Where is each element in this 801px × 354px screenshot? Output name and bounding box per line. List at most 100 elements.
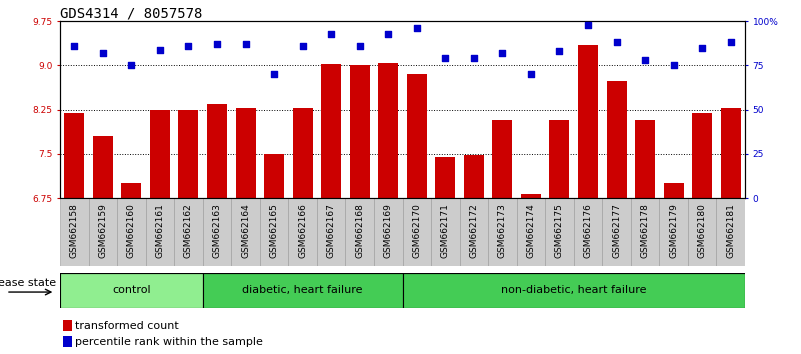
- Bar: [231, 198, 260, 266]
- Bar: [60, 273, 203, 308]
- Bar: [288, 198, 317, 266]
- Text: GSM662165: GSM662165: [270, 204, 279, 258]
- Bar: [292, 108, 312, 198]
- Point: [182, 43, 195, 49]
- Bar: [517, 198, 545, 266]
- Text: GSM662177: GSM662177: [612, 204, 621, 258]
- Bar: [122, 183, 142, 198]
- Point: [353, 43, 366, 49]
- Point: [68, 43, 81, 49]
- Bar: [721, 108, 741, 198]
- Text: transformed count: transformed count: [75, 321, 179, 331]
- Text: GSM662167: GSM662167: [327, 204, 336, 258]
- Bar: [207, 104, 227, 198]
- Bar: [578, 45, 598, 198]
- Text: GSM662178: GSM662178: [641, 204, 650, 258]
- Point: [410, 25, 423, 31]
- Text: GDS4314 / 8057578: GDS4314 / 8057578: [60, 6, 203, 20]
- Bar: [374, 198, 402, 266]
- Bar: [663, 183, 683, 198]
- Point: [582, 22, 594, 28]
- Bar: [407, 74, 427, 198]
- Bar: [203, 198, 231, 266]
- Bar: [117, 198, 146, 266]
- Bar: [692, 113, 712, 198]
- Text: GSM662166: GSM662166: [298, 204, 307, 258]
- Text: GSM662172: GSM662172: [469, 204, 478, 258]
- Text: percentile rank within the sample: percentile rank within the sample: [75, 337, 264, 347]
- Text: GSM662175: GSM662175: [555, 204, 564, 258]
- Bar: [435, 157, 455, 198]
- Text: diabetic, heart failure: diabetic, heart failure: [243, 285, 363, 295]
- Bar: [146, 198, 175, 266]
- Text: GSM662162: GSM662162: [184, 204, 193, 258]
- Bar: [93, 136, 113, 198]
- Bar: [64, 113, 84, 198]
- Text: GSM662161: GSM662161: [155, 204, 164, 258]
- Bar: [606, 81, 626, 198]
- Point: [125, 63, 138, 68]
- Bar: [179, 110, 199, 198]
- Point: [268, 72, 280, 77]
- Point: [696, 45, 709, 51]
- Bar: [150, 110, 170, 198]
- Bar: [345, 198, 374, 266]
- Bar: [235, 108, 256, 198]
- Text: GSM662163: GSM662163: [212, 204, 222, 258]
- Text: GSM662168: GSM662168: [355, 204, 364, 258]
- Point: [324, 31, 337, 36]
- Bar: [631, 198, 659, 266]
- Bar: [378, 63, 398, 198]
- Bar: [493, 120, 513, 198]
- Text: GSM662170: GSM662170: [413, 204, 421, 258]
- Bar: [635, 120, 655, 198]
- Bar: [488, 198, 517, 266]
- Text: GSM662173: GSM662173: [498, 204, 507, 258]
- Text: GSM662171: GSM662171: [441, 204, 450, 258]
- Bar: [521, 194, 541, 198]
- Bar: [659, 198, 688, 266]
- Point: [724, 40, 737, 45]
- Bar: [174, 198, 203, 266]
- Point: [382, 31, 395, 36]
- Text: control: control: [112, 285, 151, 295]
- Point: [96, 50, 109, 56]
- Point: [638, 57, 651, 63]
- Point: [553, 48, 566, 54]
- Bar: [574, 198, 602, 266]
- Point: [154, 47, 167, 52]
- Point: [468, 56, 481, 61]
- Text: non-diabetic, heart failure: non-diabetic, heart failure: [501, 285, 646, 295]
- Text: GSM662164: GSM662164: [241, 204, 250, 258]
- Text: GSM662179: GSM662179: [669, 204, 678, 258]
- Text: GSM662159: GSM662159: [99, 204, 107, 258]
- Text: disease state: disease state: [0, 278, 56, 288]
- Point: [667, 63, 680, 68]
- Text: GSM662169: GSM662169: [384, 204, 392, 258]
- Bar: [264, 154, 284, 198]
- Bar: [403, 198, 431, 266]
- Point: [296, 43, 309, 49]
- Bar: [716, 198, 745, 266]
- Bar: [431, 198, 460, 266]
- Point: [610, 40, 623, 45]
- Point: [439, 56, 452, 61]
- Text: GSM662160: GSM662160: [127, 204, 136, 258]
- Bar: [63, 336, 72, 347]
- Bar: [203, 273, 403, 308]
- Point: [525, 72, 537, 77]
- Bar: [260, 198, 288, 266]
- Bar: [549, 120, 570, 198]
- Bar: [460, 198, 488, 266]
- Bar: [464, 155, 484, 198]
- Bar: [545, 198, 574, 266]
- Point: [239, 41, 252, 47]
- Bar: [688, 198, 716, 266]
- Text: GSM662180: GSM662180: [698, 204, 706, 258]
- Text: GSM662174: GSM662174: [526, 204, 535, 258]
- Text: GSM662181: GSM662181: [727, 204, 735, 258]
- Point: [496, 50, 509, 56]
- Text: GSM662158: GSM662158: [70, 204, 78, 258]
- Bar: [63, 320, 72, 331]
- Bar: [321, 64, 341, 198]
